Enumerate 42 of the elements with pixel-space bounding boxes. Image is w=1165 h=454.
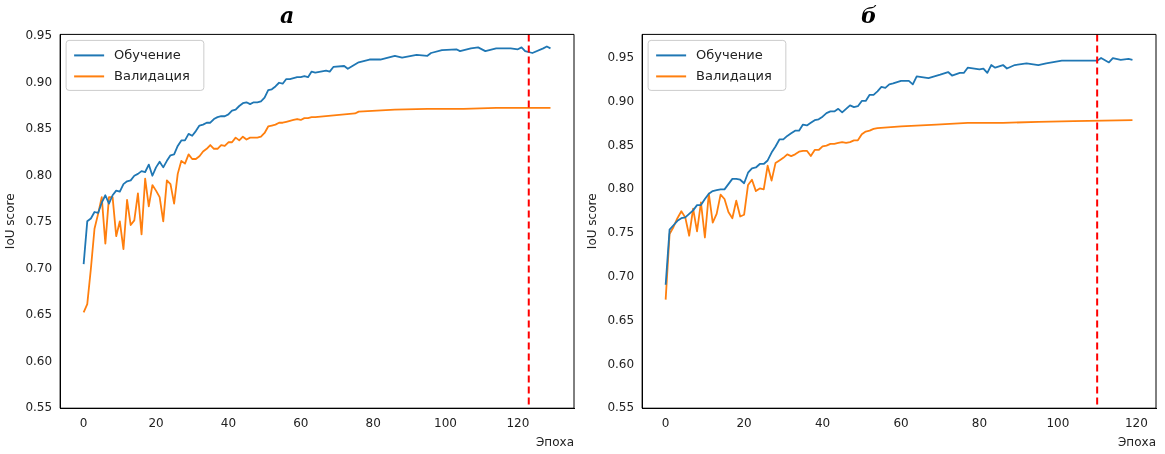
y-tick-label: 0.85: [607, 137, 635, 152]
x-tick-label: 40: [814, 415, 831, 430]
y-tick-label: 0.65: [25, 307, 53, 322]
y-tick-label: 0.90: [25, 74, 53, 89]
y-tick-label: 0.70: [25, 260, 53, 275]
x-tick-label: 60: [293, 415, 309, 430]
x-tick-label: 0: [661, 415, 670, 430]
x-tick-label: 80: [365, 415, 381, 430]
x-axis-title: Эпоха: [1117, 434, 1156, 449]
y-tick-label: 0.70: [607, 269, 635, 284]
x-tick-label: 0: [79, 415, 88, 430]
legend-label: Валидация: [696, 67, 772, 83]
y-tick-label: 0.95: [25, 28, 53, 43]
y-tick-label: 0.55: [607, 400, 635, 415]
y-tick-label: 0.80: [25, 167, 53, 182]
y-tick-label: 0.65: [607, 312, 635, 327]
y-axis-title: IoU score: [3, 193, 18, 250]
legend-label: Валидация: [114, 67, 190, 83]
chart-title: б: [861, 1, 878, 28]
x-tick-label: 20: [148, 415, 164, 430]
x-axis-title: Эпоха: [535, 434, 574, 449]
chart-title: а: [279, 1, 295, 28]
x-tick-label: 60: [893, 415, 909, 430]
y-tick-label: 0.75: [607, 225, 635, 240]
x-tick-label: 40: [220, 415, 237, 430]
y-tick-label: 0.75: [25, 214, 53, 229]
y-tick-label: 0.85: [25, 121, 53, 136]
x-tick-label: 80: [971, 415, 988, 430]
legend-label: Обучение: [696, 46, 763, 62]
x-tick-label: 100: [434, 415, 457, 430]
x-tick-label: 120: [506, 415, 530, 430]
y-tick-label: 0.60: [607, 356, 635, 371]
y-tick-label: 0.55: [25, 400, 53, 415]
x-tick-label: 120: [1124, 415, 1148, 430]
x-tick-label: 20: [736, 415, 752, 430]
y-tick-label: 0.80: [607, 181, 635, 196]
legend-label: Обучение: [114, 46, 181, 62]
x-tick-label: 100: [1046, 415, 1070, 430]
y-tick-label: 0.90: [607, 93, 635, 108]
y-tick-label: 0.95: [607, 50, 635, 65]
y-axis-title: IoU score: [585, 193, 600, 250]
y-tick-label: 0.60: [25, 353, 53, 368]
